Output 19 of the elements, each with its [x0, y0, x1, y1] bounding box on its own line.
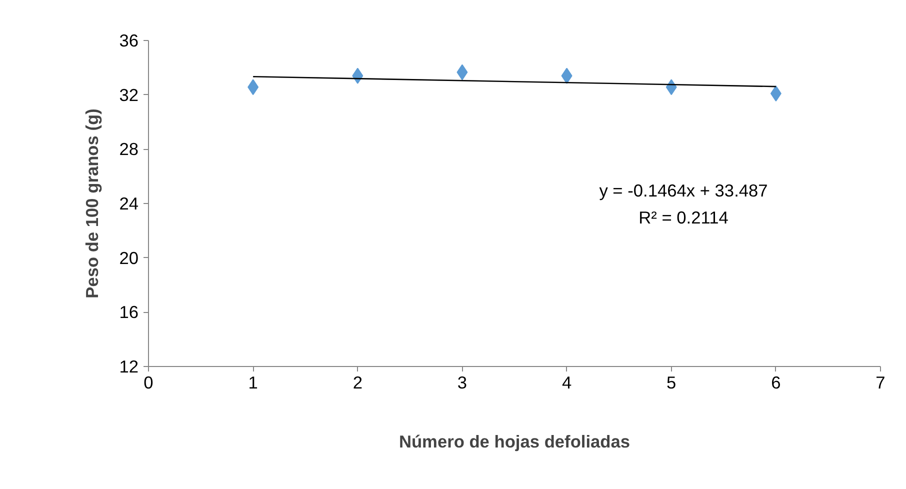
y-tick-label: 28 [119, 139, 139, 160]
y-axis-title: Peso de 100 granos (g) [82, 108, 102, 298]
x-tick-label: 0 [144, 372, 154, 392]
x-tick-label: 7 [876, 372, 886, 392]
x-axis-title: Número de hojas defoliadas [398, 432, 630, 452]
y-tick-label: 20 [119, 248, 139, 268]
y-tick-label: 16 [119, 302, 139, 322]
y-tick-label: 36 [119, 30, 139, 50]
annotation: R² = 0.2114 [638, 208, 729, 228]
x-tick-label: 6 [771, 372, 781, 392]
x-tick-label: 2 [352, 372, 362, 392]
x-tick-label: 5 [666, 372, 676, 392]
y-tick-label: 24 [119, 194, 139, 214]
x-tick-label: 1 [248, 372, 258, 392]
y-tick-label: 12 [119, 356, 139, 376]
y-tick-label: 32 [119, 84, 139, 105]
x-tick-label: 3 [457, 372, 468, 392]
x-tick-label: 4 [562, 372, 572, 392]
annotation: y = -0.1464x + 33.487 [599, 180, 768, 200]
